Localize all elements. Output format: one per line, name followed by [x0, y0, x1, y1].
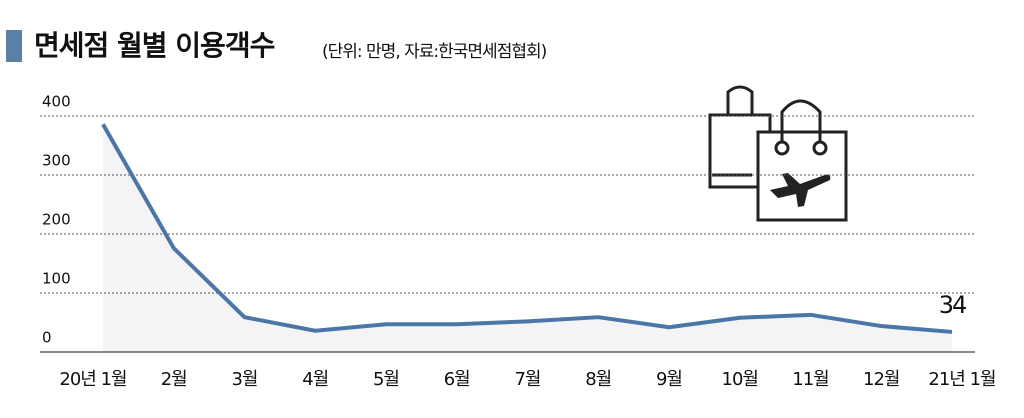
- y-tick-label: 400: [42, 93, 71, 111]
- x-tick-label: 12월: [863, 369, 899, 390]
- data-label: 34: [939, 291, 966, 319]
- x-tick-label: 2월: [161, 369, 187, 390]
- title-marker: [6, 30, 22, 62]
- x-tick-label: 7월: [514, 369, 540, 390]
- chart-title: 면세점 월별 이용객수: [34, 29, 275, 62]
- shopping-icon: [705, 78, 855, 226]
- y-tick-label: 0: [42, 329, 52, 347]
- x-tick-label: 5월: [373, 369, 399, 390]
- x-tick-label: 10월: [722, 369, 758, 390]
- y-tick-label: 200: [42, 211, 71, 229]
- x-tick-label: 8월: [585, 369, 611, 390]
- y-tick-label: 100: [42, 270, 71, 288]
- x-tick-label: 3월: [231, 369, 257, 390]
- x-tick-label: 6월: [444, 369, 470, 390]
- x-tick-label: 9월: [656, 369, 682, 390]
- x-tick-label: 21년 1월: [928, 369, 995, 390]
- line: [101, 123, 953, 334]
- y-tick-label: 300: [42, 152, 71, 170]
- x-tick-label: 11월: [792, 369, 828, 390]
- x-tick-label: 4월: [302, 369, 328, 390]
- area: [103, 124, 952, 352]
- chart-subtitle: (단위: 만명, 자료:한국면세점협회): [322, 42, 547, 62]
- x-tick-label: 20년 1월: [59, 369, 126, 390]
